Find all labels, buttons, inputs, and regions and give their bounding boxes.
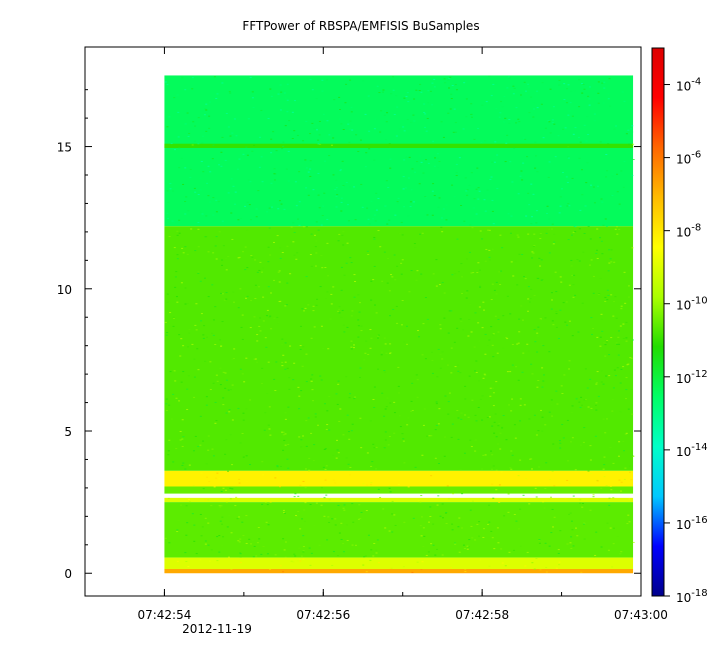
x-tick-label: 07:43:00 [614,608,668,622]
spectrogram-band [164,486,634,494]
spectrogram-band [164,497,634,503]
date-label: 2012-11-19 [182,622,252,636]
colorbar [651,47,665,597]
spectrogram-band [164,568,634,574]
colorbar-tick-label: 10-4 [676,77,701,94]
plot-frame [84,46,642,597]
chart-title: FFTPower of RBSPA/EMFISIS BuSamples [242,19,479,33]
colorbar-tick-label: 10-10 [676,296,708,313]
colorbar-tick-label: 10-16 [676,515,708,532]
spectrogram-band [164,557,634,569]
y-tick-label: 10 [57,283,72,297]
spectrogram-band [164,75,634,227]
colorbar-tick-label: 10-14 [676,442,708,459]
colorbar-tick-label: 10-6 [676,150,701,167]
spectrogram-band [164,502,634,558]
y-tick-label: 5 [64,425,72,439]
spectrogram-noise [164,75,635,573]
y-tick-label: 0 [64,567,72,581]
colorbar-tick-label: 10-18 [676,588,708,605]
colorbar-tick-label: 10-12 [676,369,708,386]
y-tick-label: 15 [57,141,72,155]
x-tick-label: 07:42:56 [296,608,350,622]
x-tick-label: 07:42:58 [455,608,509,622]
spectrogram-band [164,470,634,487]
colorbar-axis: 10-4 10-6 10-8 10-10 10-12 10-14 10-16 10-18 [664,77,708,605]
colorbar-tick-label: 10-8 [676,223,701,240]
y-axis: 0 5 10 15 [57,89,641,581]
spectrogram-band [164,226,634,471]
spectrogram-band [164,143,634,148]
x-tick-label: 07:42:54 [137,608,191,622]
x-axis: 07:42:54 07:42:56 07:42:58 07:43:00 [137,47,668,622]
